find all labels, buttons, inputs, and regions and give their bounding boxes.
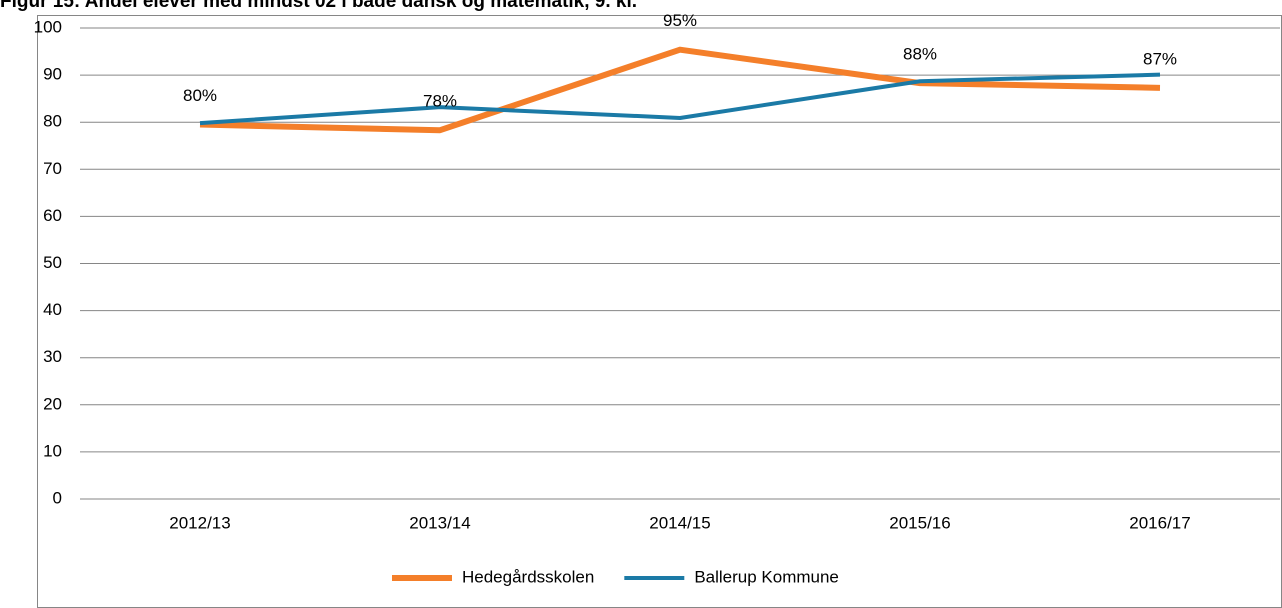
y-tick-label: 90 <box>43 65 62 84</box>
y-tick-label: 100 <box>34 17 62 36</box>
data-label: 87% <box>1143 49 1177 68</box>
y-tick-label: 60 <box>43 206 62 225</box>
y-tick-label: 0 <box>53 488 62 507</box>
line-series <box>199 72 1161 126</box>
line-series <box>199 46 1161 134</box>
y-tick-label: 50 <box>43 253 62 272</box>
x-tick-label: 2012/13 <box>169 513 230 532</box>
y-tick-label: 10 <box>43 441 62 460</box>
y-tick-label: 70 <box>43 159 62 178</box>
x-tick-label: 2013/14 <box>409 513 470 532</box>
y-tick-label: 40 <box>43 300 62 319</box>
chart-title: Figur 15: Andel elever med mindst 02 i b… <box>0 0 637 12</box>
x-tick-label: 2016/17 <box>1129 513 1190 532</box>
data-label: 88% <box>903 45 937 64</box>
legend-label: Hedegårdsskolen <box>462 567 594 586</box>
x-tick-label: 2015/16 <box>889 513 950 532</box>
y-tick-label: 20 <box>43 394 62 413</box>
data-label: 78% <box>423 92 457 111</box>
legend-label: Ballerup Kommune <box>694 567 839 586</box>
y-tick-label: 30 <box>43 347 62 366</box>
x-tick-label: 2014/15 <box>649 513 710 532</box>
data-label: 80% <box>183 86 217 105</box>
data-label: 95% <box>663 11 697 30</box>
y-tick-label: 80 <box>43 112 62 131</box>
